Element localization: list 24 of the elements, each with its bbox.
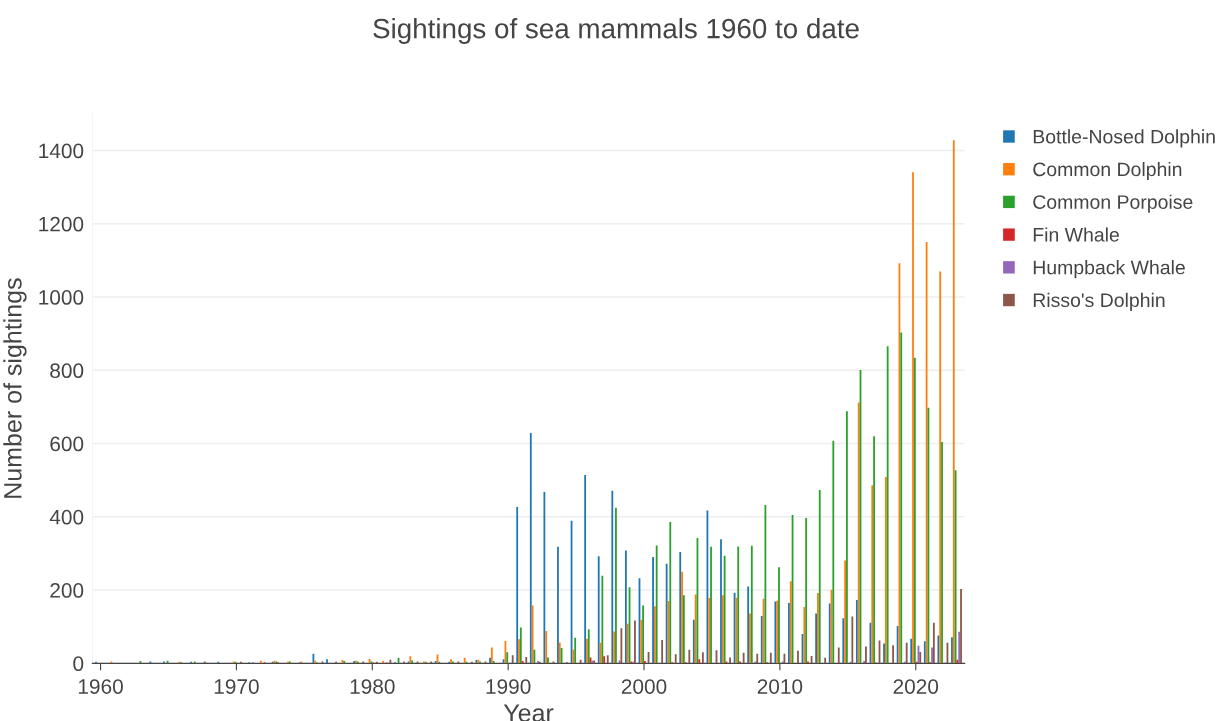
y-tick-label: 1200 (39, 216, 84, 232)
legend-label: Bottle-Nosed Dolphin (1033, 129, 1215, 148)
legend-label: Humpback Whale (1033, 260, 1185, 279)
legend-label: Risso's Dolphin (1033, 292, 1165, 311)
legend-label: Common Porpoise (1033, 194, 1193, 213)
y-tick-label: 1000 (39, 290, 84, 305)
x-tick-label: 2010 (757, 679, 803, 694)
y-tick-label: 0 (73, 656, 84, 672)
y-tick-label: 200 (50, 583, 84, 598)
x-tick-label: 1980 (350, 679, 395, 694)
y-tick-label: 600 (50, 436, 84, 452)
x-tick-label: 1990 (486, 679, 531, 694)
x-axis-title: Year (503, 704, 554, 721)
y-tick-label: 1400 (39, 143, 84, 159)
legend-label: Common Dolphin (1033, 161, 1182, 181)
x-tick-label: 1970 (214, 679, 259, 694)
y-tick-label: 400 (49, 509, 84, 525)
y-axis-title: Number of sightings (3, 278, 27, 498)
chart-title: Sightings of sea mammals 1960 to date (373, 18, 859, 44)
x-tick-label: 1960 (78, 679, 123, 694)
x-tick-label: 2000 (621, 679, 667, 694)
x-tick-label: 2020 (893, 679, 939, 694)
legend-label: Fin Whale (1033, 227, 1119, 242)
y-tick-label: 800 (50, 363, 84, 379)
